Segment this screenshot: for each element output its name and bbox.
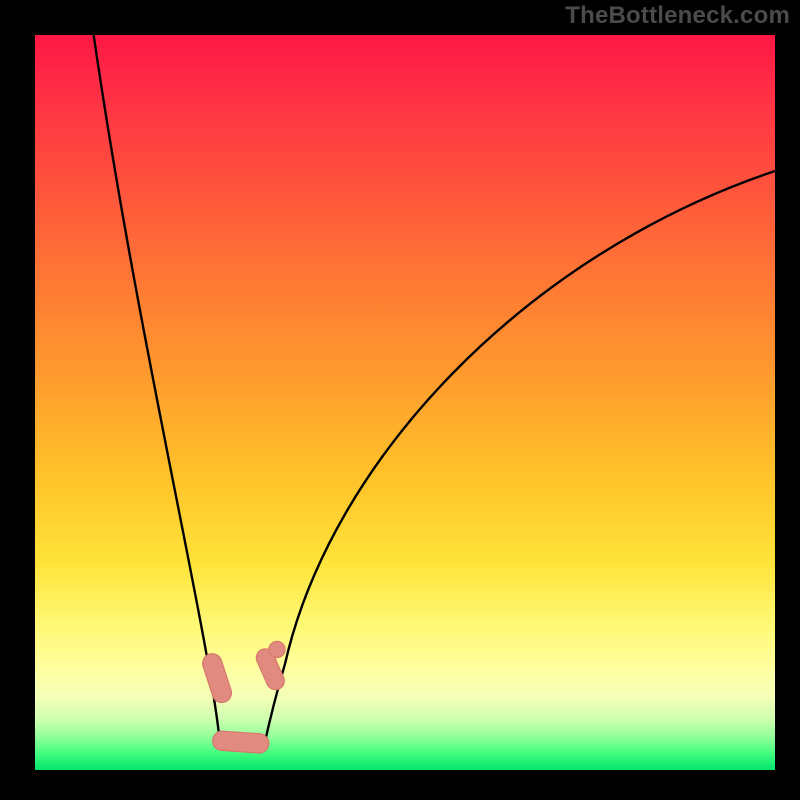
gradient-background [35, 35, 775, 770]
watermark-text: TheBottleneck.com [565, 2, 790, 30]
marker-capsule [212, 731, 269, 754]
marker-dot [269, 641, 285, 657]
plot-area [35, 13, 775, 770]
chart-svg [0, 0, 800, 800]
